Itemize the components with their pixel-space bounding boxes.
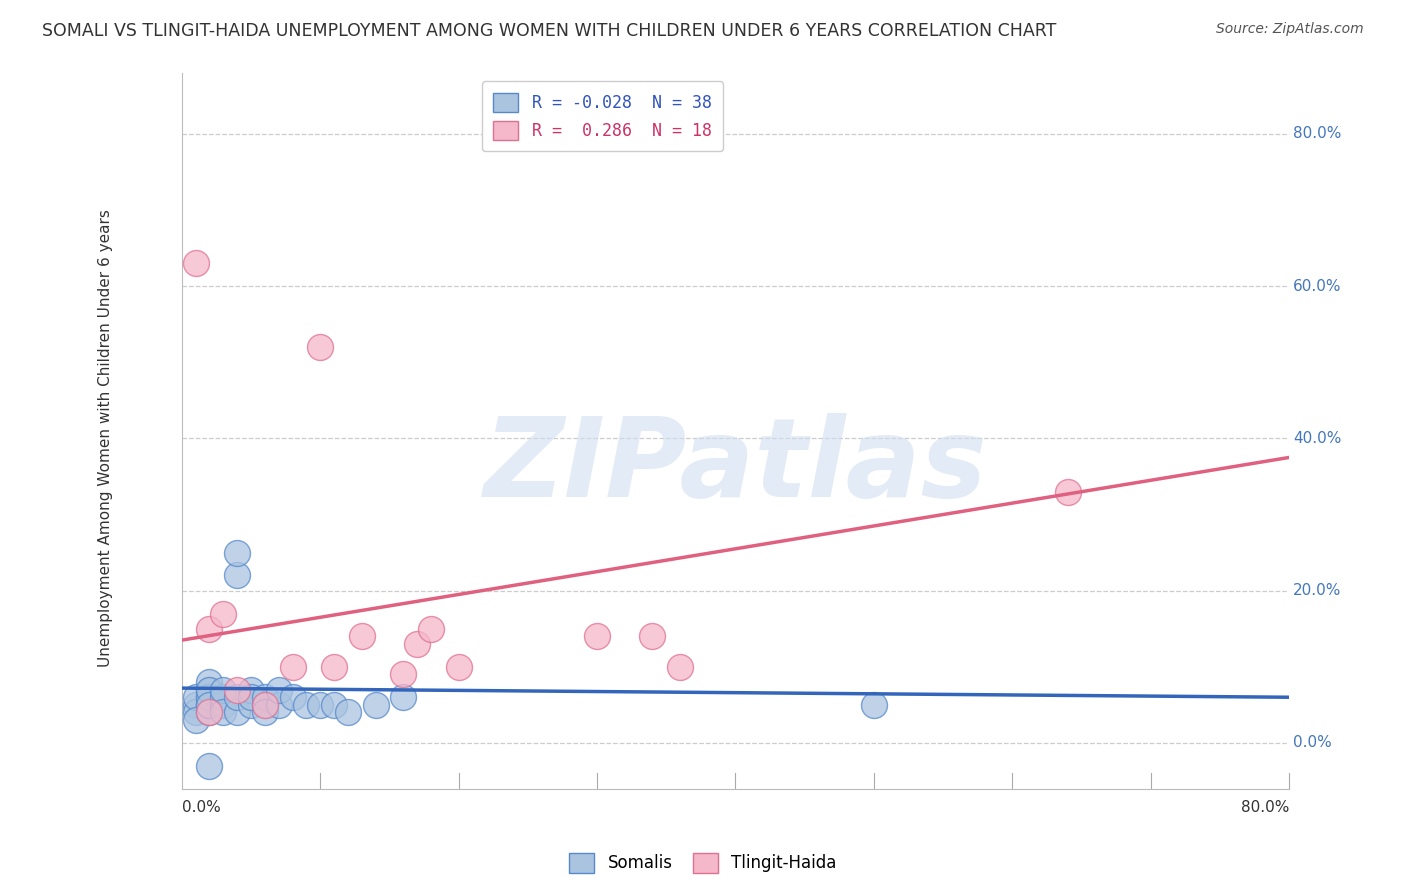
Point (184, 256, 207, 270)
Point (198, 698, 221, 712)
Point (198, 698, 221, 712)
Point (198, 682, 221, 697)
Text: SOMALI VS TLINGIT-HAIDA UNEMPLOYMENT AMONG WOMEN WITH CHILDREN UNDER 6 YEARS COR: SOMALI VS TLINGIT-HAIDA UNEMPLOYMENT AMO… (42, 22, 1056, 40)
Point (669, 660, 692, 674)
Point (253, 690, 276, 705)
Point (641, 629, 664, 643)
Point (253, 698, 276, 712)
Point (295, 698, 318, 712)
Text: Unemployment Among Women with Children Under 6 years: Unemployment Among Women with Children U… (98, 210, 112, 667)
Point (198, 675, 221, 690)
Point (198, 698, 221, 712)
Point (447, 660, 470, 674)
Legend: Somalis, Tlingit-Haida: Somalis, Tlingit-Haida (562, 847, 844, 880)
Point (184, 706, 207, 720)
Text: 20.0%: 20.0% (1294, 583, 1341, 599)
Point (420, 622, 443, 636)
Point (267, 682, 290, 697)
Point (364, 698, 387, 712)
Point (198, 690, 221, 705)
Text: ZIPatlas: ZIPatlas (484, 413, 987, 520)
Point (281, 690, 304, 705)
Point (198, 682, 221, 697)
Point (350, 629, 373, 643)
Point (212, 682, 235, 697)
Point (198, 706, 221, 720)
Text: 40.0%: 40.0% (1294, 431, 1341, 446)
Point (226, 706, 249, 720)
Point (253, 706, 276, 720)
Point (198, 758, 221, 772)
Point (240, 690, 263, 705)
Point (309, 698, 332, 712)
Text: Source: ZipAtlas.com: Source: ZipAtlas.com (1216, 22, 1364, 37)
Point (1056, 484, 1078, 499)
Text: 0.0%: 0.0% (1294, 735, 1331, 750)
Point (226, 682, 249, 697)
Point (212, 607, 235, 621)
Point (323, 660, 346, 674)
Point (198, 706, 221, 720)
Point (253, 698, 276, 712)
Legend: R = -0.028  N = 38, R =  0.286  N = 18: R = -0.028 N = 38, R = 0.286 N = 18 (482, 81, 724, 152)
Point (212, 690, 235, 705)
Point (586, 629, 609, 643)
Point (212, 698, 235, 712)
Point (392, 690, 415, 705)
Point (323, 698, 346, 712)
Point (226, 568, 249, 582)
Point (226, 690, 249, 705)
Point (184, 713, 207, 727)
Point (198, 690, 221, 705)
Point (240, 698, 263, 712)
Point (212, 706, 235, 720)
Text: 0.0%: 0.0% (181, 800, 221, 815)
Point (336, 706, 359, 720)
Point (198, 622, 221, 636)
Point (240, 682, 263, 697)
Text: 60.0%: 60.0% (1294, 278, 1341, 293)
Point (267, 698, 290, 712)
Text: 80.0%: 80.0% (1241, 800, 1289, 815)
Point (281, 660, 304, 674)
Point (184, 698, 207, 712)
Point (863, 698, 886, 712)
Point (309, 340, 332, 354)
Point (226, 546, 249, 560)
Point (392, 667, 415, 681)
Text: 80.0%: 80.0% (1294, 127, 1341, 142)
Point (406, 637, 429, 651)
Point (184, 690, 207, 705)
